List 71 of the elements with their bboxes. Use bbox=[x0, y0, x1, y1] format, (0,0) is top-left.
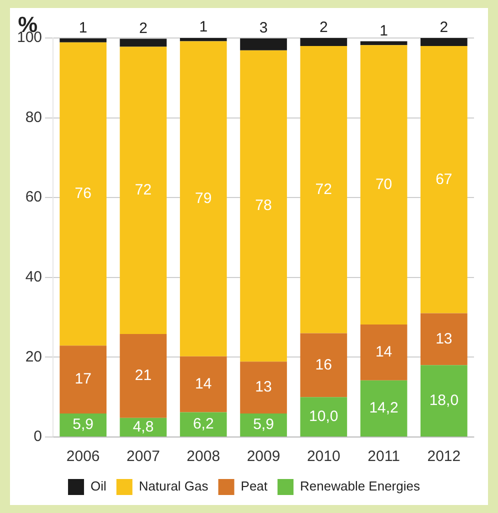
bar bbox=[180, 356, 227, 412]
bar bbox=[180, 38, 227, 42]
data-label: 16 bbox=[315, 356, 332, 374]
data-label: 13 bbox=[436, 330, 452, 348]
data-label: 14 bbox=[375, 344, 392, 361]
x-tick-label: 2012 bbox=[427, 448, 461, 466]
bar bbox=[420, 38, 468, 46]
bar bbox=[120, 46, 167, 334]
bar bbox=[240, 38, 287, 50]
x-tick-label: 2006 bbox=[66, 448, 100, 466]
legend-label: Oil bbox=[90, 478, 107, 494]
bar bbox=[360, 324, 408, 380]
data-label: 6,2 bbox=[192, 416, 214, 433]
data-label: 1 bbox=[78, 20, 88, 37]
data-label: 13 bbox=[255, 378, 272, 396]
bar bbox=[300, 46, 348, 334]
data-label: 4,8 bbox=[132, 418, 154, 436]
data-label: 5,9 bbox=[72, 416, 94, 434]
x-tick-label: 2010 bbox=[306, 448, 340, 466]
legend-label: Peat bbox=[240, 478, 268, 494]
data-label: 2 bbox=[440, 19, 448, 36]
data-label: 67 bbox=[436, 170, 452, 188]
data-label: 79 bbox=[195, 190, 212, 207]
x-tick-label: 2011 bbox=[368, 448, 400, 466]
data-label: 78 bbox=[255, 197, 272, 214]
x-tick-label: 2008 bbox=[186, 448, 220, 466]
bar bbox=[300, 38, 348, 46]
y-tick-label: 40 bbox=[25, 268, 42, 286]
bar bbox=[360, 45, 408, 324]
bar bbox=[240, 50, 287, 362]
legend-label: Natural Gas bbox=[138, 478, 209, 494]
bar bbox=[60, 413, 107, 436]
data-label: 10,0 bbox=[309, 408, 338, 425]
bar bbox=[240, 413, 287, 436]
bar bbox=[60, 346, 107, 414]
bar bbox=[60, 38, 107, 42]
data-label: 2 bbox=[139, 20, 148, 37]
x-tick-label: 2009 bbox=[246, 448, 280, 466]
legend-label: Renewable Energies bbox=[300, 478, 420, 494]
x-tick-label: 2007 bbox=[126, 448, 160, 466]
bar bbox=[120, 38, 167, 47]
data-label: 17 bbox=[74, 370, 92, 388]
bar bbox=[180, 412, 227, 436]
y-tick-label: 20 bbox=[25, 348, 42, 366]
data-label: 1 bbox=[199, 18, 208, 36]
data-label: 2 bbox=[319, 19, 328, 36]
data-label: 18,0 bbox=[429, 392, 459, 409]
data-label: 1 bbox=[380, 22, 388, 40]
bar bbox=[120, 334, 167, 418]
bar bbox=[300, 333, 348, 398]
data-label: 14,2 bbox=[369, 400, 398, 417]
bar bbox=[360, 41, 408, 46]
data-label: 70 bbox=[375, 176, 392, 193]
bar bbox=[240, 362, 287, 414]
bar bbox=[420, 313, 468, 366]
data-label: 3 bbox=[259, 20, 268, 37]
y-tick-label: 0 bbox=[34, 428, 42, 446]
bar bbox=[300, 397, 348, 436]
bar bbox=[360, 380, 408, 436]
data-label: 72 bbox=[315, 180, 332, 198]
y-tick-label: 60 bbox=[25, 188, 42, 206]
y-tick-label: 80 bbox=[25, 108, 42, 126]
data-label: 21 bbox=[134, 367, 152, 384]
bar bbox=[420, 365, 468, 436]
data-label: 14 bbox=[195, 375, 212, 392]
data-label: 76 bbox=[74, 185, 92, 202]
data-label: 72 bbox=[134, 182, 152, 199]
bar bbox=[180, 41, 227, 356]
data-label: 5,9 bbox=[253, 416, 274, 434]
bar bbox=[420, 46, 468, 314]
bar bbox=[60, 42, 107, 346]
